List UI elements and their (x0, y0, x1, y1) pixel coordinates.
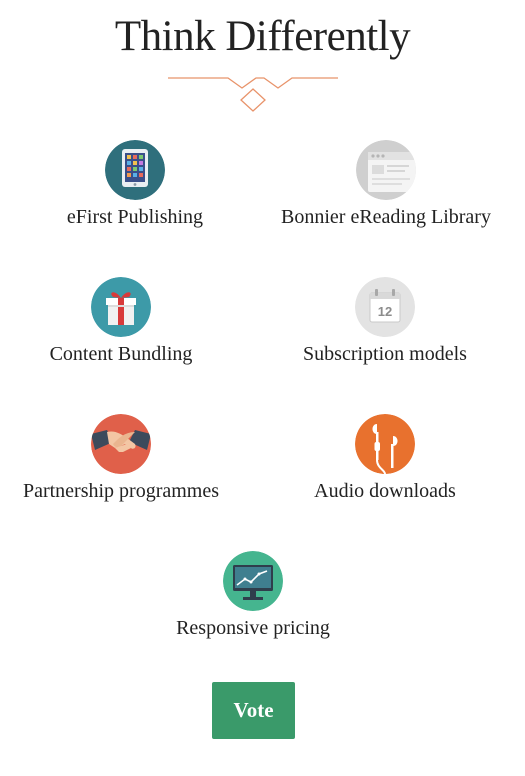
option-bonnier-ereading-library[interactable]: Bonnier eReading Library (255, 140, 517, 229)
gift-icon (91, 277, 151, 337)
option-label: eFirst Publishing (66, 206, 204, 228)
option-label: Partnership programmes (22, 480, 220, 502)
option-label: Content Bundling (49, 343, 193, 365)
earphones-icon (355, 414, 415, 474)
vote-button[interactable]: Vote (212, 682, 295, 739)
handshake-icon (91, 414, 151, 474)
tablet-icon (105, 140, 165, 200)
page-title: Think Differently (114, 13, 411, 60)
option-responsive-pricing[interactable]: Responsive pricing (122, 551, 384, 640)
monitor-chart-icon (223, 551, 283, 611)
option-efirst-publishing[interactable]: eFirst Publishing (4, 140, 266, 229)
calendar-icon: 12 (355, 277, 415, 337)
option-label: Audio downloads (314, 480, 456, 502)
diamond-divider (168, 77, 338, 112)
option-audio-downloads[interactable]: Audio downloads (254, 414, 516, 503)
option-partnership-programmes[interactable]: Partnership programmes (0, 414, 252, 503)
option-label: Bonnier eReading Library (281, 206, 491, 228)
option-subscription-models[interactable]: 12 Subscription models (254, 277, 516, 366)
option-label: Responsive pricing (176, 617, 330, 639)
svg-text:12: 12 (378, 304, 392, 319)
option-label: Subscription models (303, 343, 467, 365)
option-content-bundling[interactable]: Content Bundling (0, 277, 252, 366)
browser-window-icon (356, 140, 416, 200)
